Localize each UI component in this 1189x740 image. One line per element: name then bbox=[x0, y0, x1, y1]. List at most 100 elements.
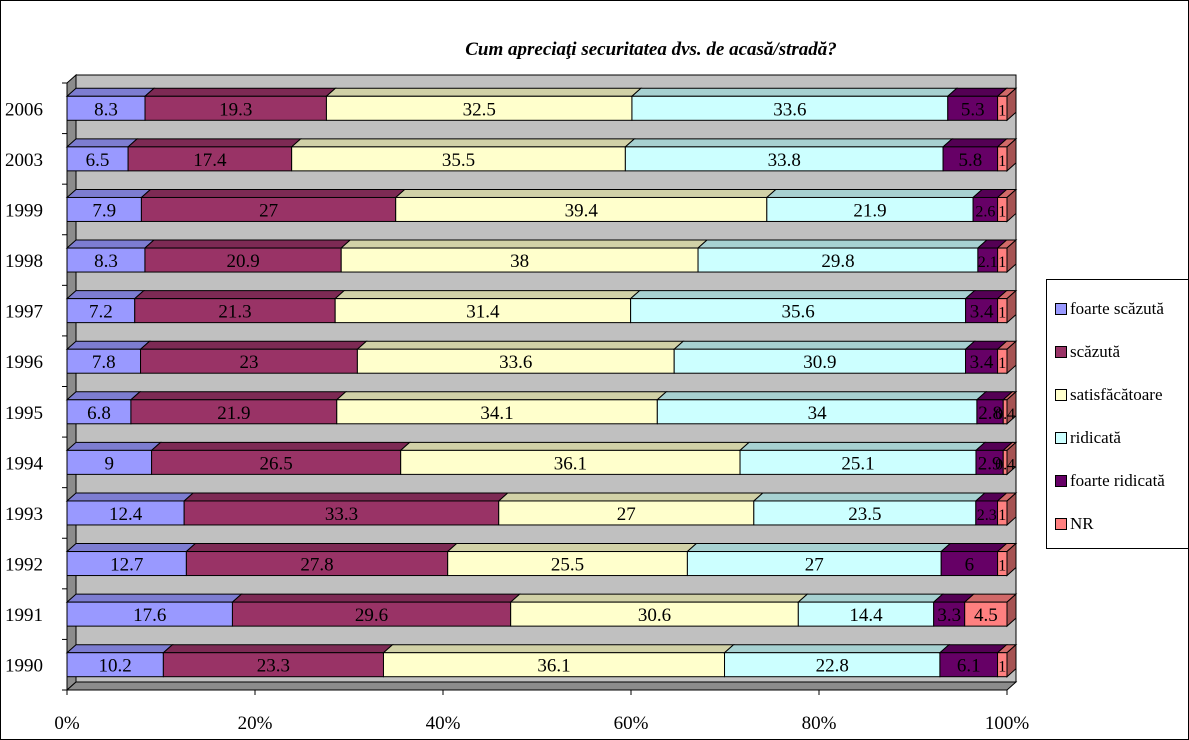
bar bbox=[66, 146, 129, 172]
data-label: 1 bbox=[998, 102, 1006, 119]
bar-segment: 1 bbox=[996, 238, 1018, 274]
bar bbox=[964, 601, 1008, 627]
bar-side-face bbox=[1006, 542, 1017, 577]
bar-segment: 14.4 bbox=[797, 593, 944, 627]
data-label: 7.2 bbox=[89, 302, 113, 323]
bar bbox=[336, 399, 658, 425]
bars-group: 8.3 19.3 32.5 33.6 5.3 1 6.5 17.4 35.5 33.8 5.8 1 7.… bbox=[65, 87, 1018, 678]
legend-label: scăzută bbox=[1070, 342, 1121, 361]
bar-segment: 1 bbox=[996, 188, 1018, 223]
bar-segment: 39.4 bbox=[394, 188, 778, 222]
bar bbox=[673, 348, 967, 374]
y-tick-label: 1996 bbox=[5, 352, 43, 373]
bar bbox=[140, 348, 358, 374]
bar bbox=[976, 399, 1004, 425]
bar-top-face bbox=[140, 188, 407, 198]
bar bbox=[66, 500, 185, 526]
bar-top-face bbox=[65, 239, 156, 249]
bar-segment: 23.5 bbox=[752, 492, 987, 526]
bar bbox=[739, 449, 977, 475]
bar-side-face bbox=[1006, 491, 1017, 527]
x-tick-label: 40% bbox=[426, 713, 461, 734]
bar-top-face bbox=[686, 543, 952, 553]
bar-top-face bbox=[65, 391, 142, 401]
data-label: 26.5 bbox=[260, 453, 293, 474]
bar-segment: 1 bbox=[996, 542, 1018, 577]
data-label: 2.3 bbox=[977, 507, 997, 524]
bar-segment: 21.9 bbox=[765, 188, 984, 222]
bar bbox=[686, 551, 942, 577]
data-label: 30.9 bbox=[803, 352, 836, 373]
data-label: 35.6 bbox=[781, 302, 814, 323]
data-label: 4.5 bbox=[974, 605, 998, 626]
legend-item: ridicată bbox=[1055, 426, 1121, 450]
data-label: 23 bbox=[239, 352, 258, 373]
bar-top-face bbox=[126, 138, 302, 148]
bar-segment: 27 bbox=[686, 543, 952, 577]
bar-top-face bbox=[65, 340, 151, 350]
bar bbox=[66, 399, 132, 425]
legend-item: satisfăcătoare bbox=[1055, 383, 1163, 407]
bar-segment: 3.3 bbox=[932, 593, 976, 627]
bar-row-2006: 8.3 19.3 32.5 33.6 5.3 1 bbox=[65, 87, 1018, 122]
bar-row-1999: 7.9 27 39.4 21.9 2.6 1 bbox=[65, 188, 1018, 223]
bar bbox=[498, 500, 755, 526]
bar-top-face bbox=[339, 239, 709, 249]
legend-swatch bbox=[1055, 346, 1067, 358]
bar-top-face bbox=[624, 138, 954, 148]
bar-side-face bbox=[1006, 390, 1017, 425]
bar-top-face bbox=[672, 340, 976, 350]
y-tick-label: 1993 bbox=[5, 504, 43, 525]
legend-swatch bbox=[1055, 389, 1067, 401]
bar-segment: 1 bbox=[996, 87, 1018, 122]
data-label: 3.4 bbox=[970, 352, 994, 373]
data-label: 29.8 bbox=[821, 251, 854, 272]
data-label: 3.4 bbox=[970, 302, 994, 323]
data-label: 1 bbox=[998, 305, 1006, 322]
bar-row-2003: 6.5 17.4 35.5 33.8 5.8 1 bbox=[65, 137, 1018, 172]
bar-top-face bbox=[939, 543, 1008, 553]
bar bbox=[291, 146, 626, 172]
bar-segment: 0.4 bbox=[995, 441, 1018, 476]
data-label: 33.6 bbox=[773, 99, 806, 120]
bar bbox=[66, 348, 142, 374]
bar-top-face bbox=[162, 644, 394, 654]
data-label: 3.3 bbox=[937, 605, 961, 626]
bar bbox=[144, 95, 327, 121]
bar-top-face bbox=[446, 543, 698, 553]
bar-top-face bbox=[133, 290, 346, 300]
legend-swatch bbox=[1055, 303, 1067, 315]
bar-row-1991: 17.6 29.6 30.6 14.4 3.3 4.5 bbox=[65, 593, 1018, 628]
legend-item: foarte scăzută bbox=[1055, 297, 1164, 321]
bar bbox=[340, 247, 699, 273]
bar-top-face bbox=[938, 644, 1008, 654]
data-label: 6.8 bbox=[87, 403, 111, 424]
bar-top-face bbox=[723, 644, 951, 654]
x-tick-label: 80% bbox=[802, 713, 837, 734]
bar-segment: 17.6 bbox=[65, 593, 243, 627]
bar-segment: 6 bbox=[939, 543, 1008, 577]
bar-segment: 35.6 bbox=[629, 290, 976, 324]
bar-segment: 2.6 bbox=[971, 188, 1008, 222]
bar-row-1994: 9 26.5 36.1 25.1 2.90.4 bbox=[65, 441, 1018, 476]
bar-side-face bbox=[1006, 87, 1017, 122]
bar-segment: 27.8 bbox=[185, 543, 459, 577]
bar-row-1997: 7.2 21.3 31.4 35.6 3.4 1 bbox=[65, 289, 1018, 324]
data-label: 34 bbox=[808, 403, 828, 424]
data-label: 0.4 bbox=[995, 406, 1015, 423]
legend-label: foarte scăzută bbox=[1070, 299, 1164, 318]
bar bbox=[151, 449, 402, 475]
bar bbox=[766, 196, 974, 222]
bar-side-face bbox=[1006, 238, 1017, 274]
bar-segment: 27 bbox=[140, 188, 407, 222]
data-label: 2.6 bbox=[975, 203, 995, 220]
bar-segment: 30.9 bbox=[672, 340, 976, 374]
bar-segment: 1 bbox=[996, 289, 1018, 324]
y-tick-label: 1991 bbox=[5, 605, 43, 626]
data-label: 1 bbox=[998, 203, 1006, 220]
data-label: 21.3 bbox=[218, 302, 251, 323]
bar-segment: 7.8 bbox=[65, 340, 151, 374]
bar-side-face bbox=[1006, 289, 1017, 324]
bar-segment: 31.4 bbox=[333, 290, 641, 324]
